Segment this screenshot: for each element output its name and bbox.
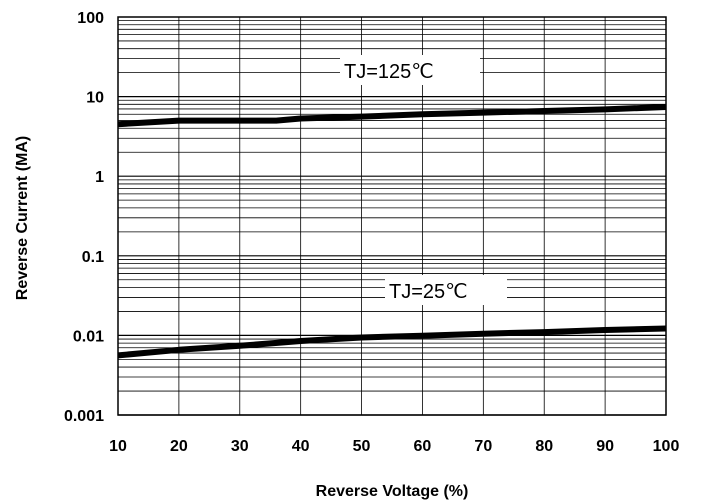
y-tick-labels: 100 10 1 0.1 0.01 0.001 <box>64 10 104 425</box>
annotation-tj25-box <box>385 275 507 305</box>
x-tick-labels: 10 20 30 40 50 60 70 80 90 100 <box>109 438 679 455</box>
x-axis-title: Reverse Voltage (%) <box>316 483 469 500</box>
x-tick-label: 40 <box>292 438 310 455</box>
x-tick-label: 30 <box>231 438 249 455</box>
annotations: TJ=125℃ TJ=25℃ <box>340 55 507 305</box>
x-tick-label: 70 <box>474 438 492 455</box>
y-tick-label: 0.01 <box>73 328 104 345</box>
series-line-tj125 <box>117 104 667 128</box>
x-tick-label: 80 <box>535 438 553 455</box>
annotation-tj125: TJ=125℃ <box>344 61 434 83</box>
y-axis-title: Reverse Current (MA) <box>14 136 31 300</box>
x-tick-label: 10 <box>109 438 127 455</box>
annotation-tj25: TJ=25℃ <box>389 281 468 303</box>
x-tick-label: 50 <box>353 438 371 455</box>
x-tick-label: 60 <box>414 438 432 455</box>
y-tick-label: 1 <box>95 169 104 186</box>
x-tick-label: 100 <box>653 438 680 455</box>
x-tick-label: 20 <box>170 438 188 455</box>
annotation-tj125-box <box>340 55 480 85</box>
series-line-tj25 <box>117 325 667 359</box>
y-tick-label: 0.001 <box>64 408 104 425</box>
y-tick-label: 100 <box>77 10 104 27</box>
y-tick-label: 0.1 <box>82 249 104 266</box>
plot-frame <box>117 16 667 416</box>
series-lines <box>117 104 667 359</box>
y-tick-label: 10 <box>86 90 104 107</box>
x-tick-label: 90 <box>596 438 614 455</box>
